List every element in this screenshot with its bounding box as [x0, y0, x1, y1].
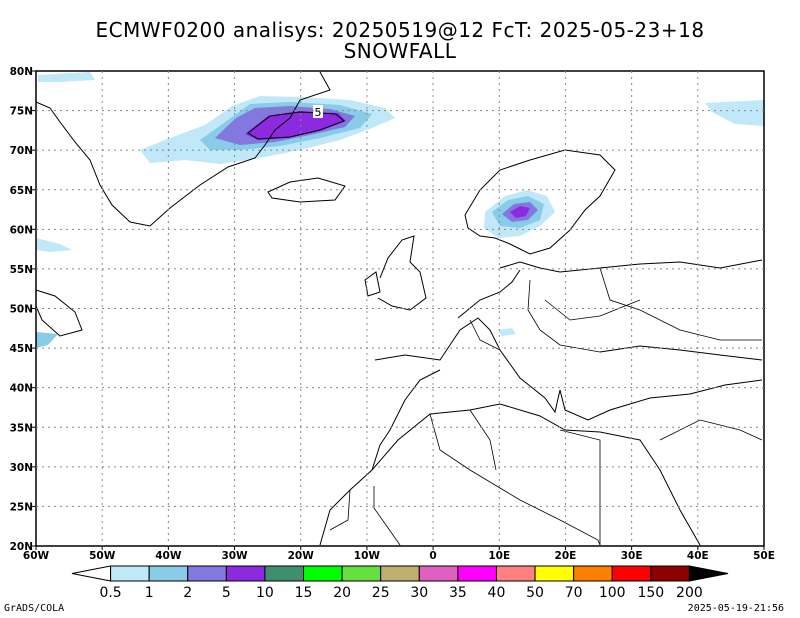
- colorbar-level-label: 150: [637, 585, 664, 601]
- colorbar-swatch: [534, 565, 575, 582]
- latitude-label: 50N: [10, 304, 33, 316]
- colorbar-level-label: 15: [295, 585, 313, 601]
- colorbar-under-triangle: [71, 565, 112, 582]
- colorbar-swatch: [303, 565, 343, 582]
- colorbar-swatch: [264, 565, 305, 582]
- colorbar-level-label: 10: [256, 585, 274, 601]
- colorbar-swatch: [148, 565, 189, 582]
- footer-credit: GrADS/COLA: [4, 603, 65, 614]
- latitude-labels: 80N 75N 70N 65N 60N 55N 50N 45N 40N 35N 30N 25N 20N: [10, 66, 33, 553]
- colorbar-level-label: 40: [488, 585, 506, 601]
- colorbar-swatch: [457, 565, 497, 582]
- snowfall-shading: [36, 72, 765, 348]
- latitude-label: 45N: [10, 343, 33, 355]
- latitude-label: 30N: [10, 462, 33, 474]
- colorbar-level-label: 5: [222, 585, 231, 601]
- colorbar-level-label: 30: [410, 585, 428, 601]
- colorbar-swatch: [418, 565, 459, 582]
- colorbar-level-label: 25: [372, 585, 390, 601]
- footer-timestamp: 2025-05-19-21:56: [687, 603, 784, 614]
- colorbar-level-label: 70: [565, 585, 583, 601]
- longitude-label: 40W: [155, 550, 182, 562]
- colorbar-swatch: [573, 565, 613, 582]
- latitude-label: 65N: [10, 185, 33, 197]
- country-borders: [329, 267, 763, 546]
- longitude-label: 10E: [488, 550, 510, 562]
- longitude-label: 50E: [753, 550, 775, 562]
- colorbar-level-label: 35: [449, 585, 467, 601]
- colorbar-swatch: [380, 565, 420, 582]
- latitude-label: 70N: [10, 145, 33, 157]
- longitude-label: 20W: [288, 550, 315, 562]
- colorbar-swatch: [495, 565, 536, 582]
- latitude-label: 40N: [10, 383, 33, 395]
- colorbar-swatch: [187, 565, 227, 582]
- colorbar-level-label: 20: [333, 585, 351, 601]
- colorbar-level-label: 200: [676, 585, 703, 601]
- longitude-label: 0: [429, 550, 436, 562]
- latitude-label: 75N: [10, 106, 33, 118]
- longitude-label: 30E: [621, 550, 643, 562]
- contour-label: 5: [315, 106, 322, 119]
- latitude-label: 35N: [10, 422, 33, 434]
- longitude-label: 20E: [555, 550, 577, 562]
- colorbar-level-label: 0.5: [99, 585, 121, 601]
- latitude-label: 60N: [10, 224, 33, 236]
- snowfall-contour-line: [247, 111, 345, 140]
- contour-label-box: [313, 105, 323, 118]
- map-title: ECMWF0200 analisys: 20250519@12 FcT: 202…: [95, 18, 705, 42]
- latitude-label: 80N: [10, 66, 33, 78]
- colorbar-swatch: [225, 565, 266, 582]
- colorbar-over-triangle: [688, 565, 729, 582]
- colorbar-level-label: 2: [183, 585, 192, 601]
- longitude-label: 10W: [354, 550, 381, 562]
- graticule: [32, 70, 765, 550]
- latitude-label: 20N: [10, 541, 33, 553]
- longitude-labels: 60W 50W 40W 30W 20W 10W 0 10E 20E 30E 40E 50E: [23, 550, 775, 562]
- colorbar-swatch: [110, 565, 150, 582]
- longitude-label: 50W: [89, 550, 116, 562]
- longitude-label: 40E: [687, 550, 709, 562]
- latitude-label: 25N: [10, 501, 33, 513]
- map-subtitle: SNOWFALL: [343, 39, 457, 63]
- colorbar: 0.5 1 2 5 10 15 20 25 30 35 40 50 70 100 150 200: [71, 565, 729, 601]
- latitude-label: 55N: [10, 264, 33, 276]
- colorbar-swatch: [650, 565, 690, 582]
- colorbar-swatch: [341, 565, 382, 582]
- longitude-label: 60W: [23, 550, 50, 562]
- colorbar-level-label: 1: [145, 585, 154, 601]
- colorbar-level-label: 100: [599, 585, 626, 601]
- colorbar-level-label: 50: [526, 585, 544, 601]
- longitude-label: 30W: [221, 550, 248, 562]
- colorbar-swatch: [611, 565, 652, 582]
